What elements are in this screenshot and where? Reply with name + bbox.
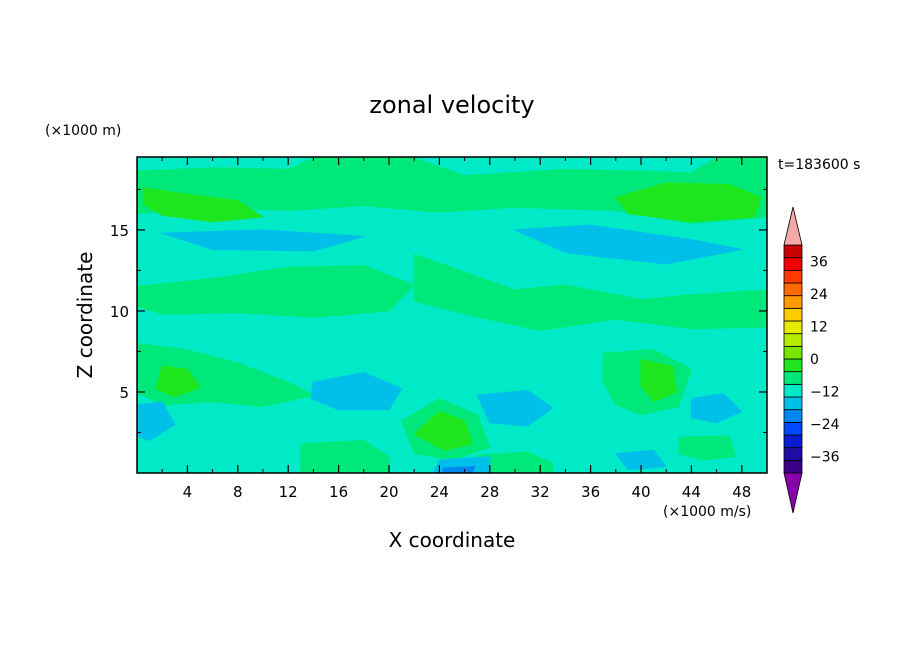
colorbar-segment (783, 307, 803, 322)
x-tick-label: 20 (379, 483, 398, 501)
colorbar-segment (783, 269, 803, 284)
colorbar-segment (783, 396, 803, 411)
x-tick-label: 24 (430, 483, 449, 501)
x-tick-label: 48 (732, 483, 751, 501)
colorbar (783, 206, 803, 514)
contour-region (615, 449, 667, 471)
time-label: t=183600 s (778, 157, 860, 173)
colorbar-segment (783, 320, 803, 335)
x-tick-label: 36 (581, 483, 600, 501)
x-tick-label: 4 (183, 483, 193, 501)
x-axis-label: X coordinate (389, 528, 516, 552)
x-tick-label: 16 (329, 483, 348, 501)
colorbar-segment (783, 371, 803, 385)
contour-region (155, 365, 201, 398)
contour-region (142, 187, 264, 223)
contour-region (137, 157, 314, 171)
colorbar-tick-label: 0 (810, 352, 819, 368)
contour-region (514, 224, 743, 265)
plot-frame (136, 156, 768, 474)
x-ticks: 4 8 12 16 20 24 28 32 36 40 44 48 (161, 157, 751, 501)
y-tick-label: 15 (110, 222, 129, 240)
colorbar-segment (783, 434, 803, 449)
colorbar-segment (783, 333, 803, 347)
y-axis-label: Z coordinate (73, 252, 97, 379)
contour-region (640, 359, 677, 403)
colorbar-segment (783, 459, 803, 474)
y-tick-label: 10 (110, 303, 129, 321)
colorbar-segment (783, 244, 803, 259)
contour-region (310, 372, 403, 411)
colorbar-tick-label: −12 (810, 385, 840, 401)
colorbar-under-arrow (783, 472, 803, 514)
colorbar-segment (783, 358, 803, 373)
y-ticks: 5 10 15 (110, 188, 767, 433)
contour-regions (137, 157, 767, 473)
y-unit-label: (×1000 m) (45, 123, 121, 139)
contour-plot-area (137, 157, 767, 473)
contour-region (161, 229, 365, 252)
x-tick-label: 12 (279, 483, 298, 501)
contour-region (442, 466, 476, 473)
x-tick-label: 8 (233, 483, 243, 501)
colorbar-tick-label: 12 (810, 319, 828, 335)
contour-region (413, 253, 767, 331)
colorbar-tick-label: −36 (810, 450, 840, 466)
chart-title: zonal velocity (369, 91, 534, 119)
contour-region (413, 410, 473, 451)
contour-region (137, 265, 415, 318)
contour-region (690, 393, 743, 424)
x-tick-label: 28 (480, 483, 499, 501)
contour-region (137, 401, 176, 442)
x-tick-label: 40 (631, 483, 650, 501)
colorbar-tick-label: 36 (810, 254, 828, 270)
y-tick-label: 5 (119, 384, 129, 402)
contour-region (300, 440, 390, 473)
contour-region (678, 435, 736, 461)
colorbar-segment (783, 421, 803, 436)
colorbar-tick-label: −24 (810, 417, 840, 433)
contour-region (476, 389, 554, 427)
colorbar-segment (783, 295, 803, 309)
x-tick-label: 32 (531, 483, 550, 501)
colorbar-ticks: 36 24 12 0 −12 −24 −36 (810, 254, 840, 465)
contour-region (615, 182, 762, 223)
colorbar-segment (783, 345, 803, 360)
x-tick-label: 44 (682, 483, 701, 501)
colorbar-segment (783, 257, 803, 271)
colorbar-unit-label: (×1000 m/s) (663, 504, 751, 520)
colorbar-segment (783, 383, 803, 398)
colorbar-segment (783, 282, 803, 297)
colorbar-segment (783, 447, 803, 461)
colorbar-segment (783, 409, 803, 423)
colorbar-over-arrow (783, 206, 803, 246)
colorbar-tick-label: 24 (810, 287, 828, 303)
